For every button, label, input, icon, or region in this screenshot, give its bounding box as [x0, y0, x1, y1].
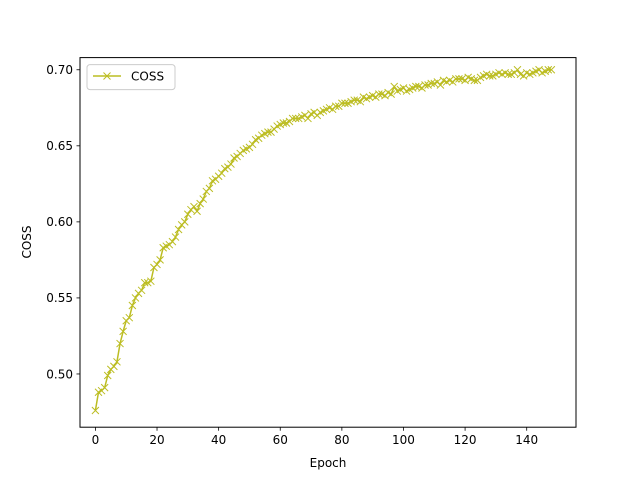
data-point-marker: [153, 260, 161, 269]
y-axis-ticks: 0.50 0.55 0.60 0.65 0.70: [46, 63, 80, 381]
data-point-marker: [304, 114, 312, 123]
data-point-marker: [199, 195, 208, 203]
x-tick-label: 0: [92, 433, 100, 447]
axes-frame: [79, 57, 577, 428]
y-axis-label: COSS: [20, 225, 34, 258]
data-point-marker: [374, 90, 383, 98]
data-point-marker: [140, 278, 149, 287]
legend-box: [86, 64, 176, 91]
data-point-marker: [264, 128, 272, 136]
data-point-marker: [387, 90, 396, 98]
data-point-marker: [291, 114, 300, 123]
y-tick-label: 0.60: [46, 215, 73, 229]
data-point-marker: [103, 371, 112, 380]
data-point-marker: [227, 160, 235, 168]
legend: COSS: [86, 64, 176, 91]
data-point-marker: [279, 119, 288, 127]
data-point-marker: [137, 286, 146, 295]
x-tick-label: 140: [515, 433, 538, 447]
data-point-marker: [174, 225, 183, 234]
data-point-marker: [183, 210, 192, 219]
data-point-marker: [513, 65, 522, 74]
data-point-marker: [193, 207, 201, 216]
data-point-marker: [113, 357, 121, 366]
data-point-marker: [91, 406, 100, 415]
data-point-marker: [455, 75, 463, 83]
legend-x-marker: [103, 72, 111, 80]
data-point-marker: [547, 65, 556, 74]
x-tick-label: 100: [392, 433, 415, 447]
data-point-marker: [128, 301, 137, 310]
data-point-marker: [190, 202, 198, 211]
data-point-marker: [116, 339, 124, 348]
y-tick-label: 0.70: [46, 63, 73, 77]
x-axis-ticks: 0 20 40 60 80 100 120 140: [92, 427, 538, 447]
data-point-marker: [436, 81, 445, 89]
y-tick-label: 0.50: [46, 367, 73, 381]
data-point-marker: [331, 102, 340, 111]
data-point-marker: [205, 184, 214, 193]
data-point-marker: [125, 313, 134, 322]
x-tick-label: 40: [211, 433, 226, 447]
data-point-marker: [470, 76, 479, 85]
data-point-marker: [180, 218, 189, 226]
data-point-marker: [504, 70, 513, 79]
data-point-marker: [168, 237, 177, 246]
x-tick-label: 120: [454, 433, 477, 447]
data-point-marker: [338, 99, 346, 108]
data-point-marker: [544, 65, 553, 74]
data-point-marker: [421, 81, 429, 89]
y-tick-label: 0.65: [46, 139, 73, 153]
data-point-marker: [196, 199, 205, 208]
data-point-marker: [110, 362, 118, 371]
legend-label: COSS: [131, 70, 164, 84]
data-point-marker: [411, 82, 420, 91]
y-tick-label: 0.55: [46, 291, 73, 305]
x-tick-label: 60: [273, 433, 288, 447]
data-point-marker: [427, 79, 436, 88]
data-point-marker: [217, 169, 226, 178]
data-point-marker: [131, 294, 140, 302]
x-axis-label: Epoch: [310, 456, 347, 470]
data-point-marker: [147, 277, 155, 286]
data-point-marker: [288, 114, 297, 123]
data-point-marker: [451, 75, 460, 83]
x-tick-label: 20: [149, 433, 164, 447]
data-point-marker: [390, 82, 399, 91]
data-point-marker: [356, 97, 365, 106]
data-point-marker: [248, 140, 257, 149]
data-point-marker: [171, 233, 180, 241]
data-point-marker: [485, 71, 494, 80]
data-point-marker: [119, 327, 127, 336]
data-point-marker: [341, 99, 349, 108]
data-point-marker: [100, 383, 109, 392]
x-tick-label: 80: [334, 433, 349, 447]
series-layer: [91, 65, 556, 415]
data-point-marker: [156, 256, 164, 264]
data-point-marker: [350, 96, 359, 105]
